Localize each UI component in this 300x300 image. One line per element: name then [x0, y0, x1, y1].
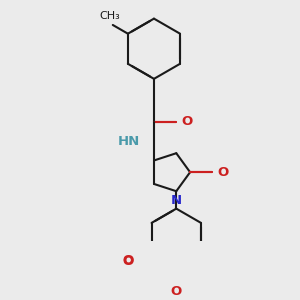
Text: O: O	[122, 255, 134, 268]
Text: CH₃: CH₃	[99, 11, 120, 21]
Text: HN: HN	[117, 135, 140, 148]
Text: O: O	[123, 254, 134, 267]
Text: O: O	[181, 115, 192, 128]
Text: O: O	[171, 286, 182, 298]
Text: N: N	[171, 194, 182, 207]
Text: O: O	[217, 166, 228, 179]
